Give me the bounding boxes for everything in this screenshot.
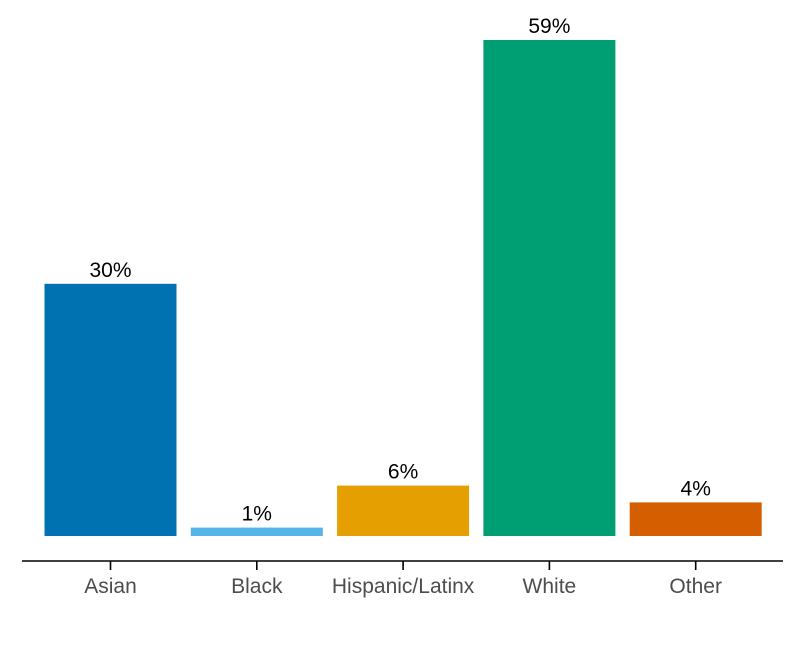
data-label-white: 59% bbox=[528, 15, 570, 38]
x-tick-label-asian: Asian bbox=[84, 575, 137, 598]
bar-black bbox=[190, 527, 323, 536]
data-label-asian: 30% bbox=[89, 259, 131, 282]
bar-asian bbox=[44, 283, 177, 536]
data-label-hispanic-latinx: 6% bbox=[388, 461, 418, 484]
x-tick-label-hispanic-latinx: Hispanic/Latinx bbox=[332, 575, 475, 598]
x-tick-label-black: Black bbox=[231, 575, 283, 598]
x-axis-ticks-group bbox=[109, 561, 697, 570]
bar-hispanic-latinx bbox=[337, 485, 470, 536]
data-labels-group: 30% 1% 6% 59% 4% bbox=[89, 15, 710, 526]
x-tick-label-white: White bbox=[523, 575, 577, 598]
bar-white bbox=[483, 40, 616, 536]
data-label-black: 1% bbox=[242, 503, 272, 526]
data-label-other: 4% bbox=[681, 477, 711, 500]
x-tick-label-other: Other bbox=[669, 575, 722, 598]
x-axis-tick-labels-group: Asian Black Hispanic/Latinx White Other bbox=[84, 575, 722, 598]
bar-other bbox=[629, 502, 762, 536]
bars-group bbox=[44, 40, 762, 536]
